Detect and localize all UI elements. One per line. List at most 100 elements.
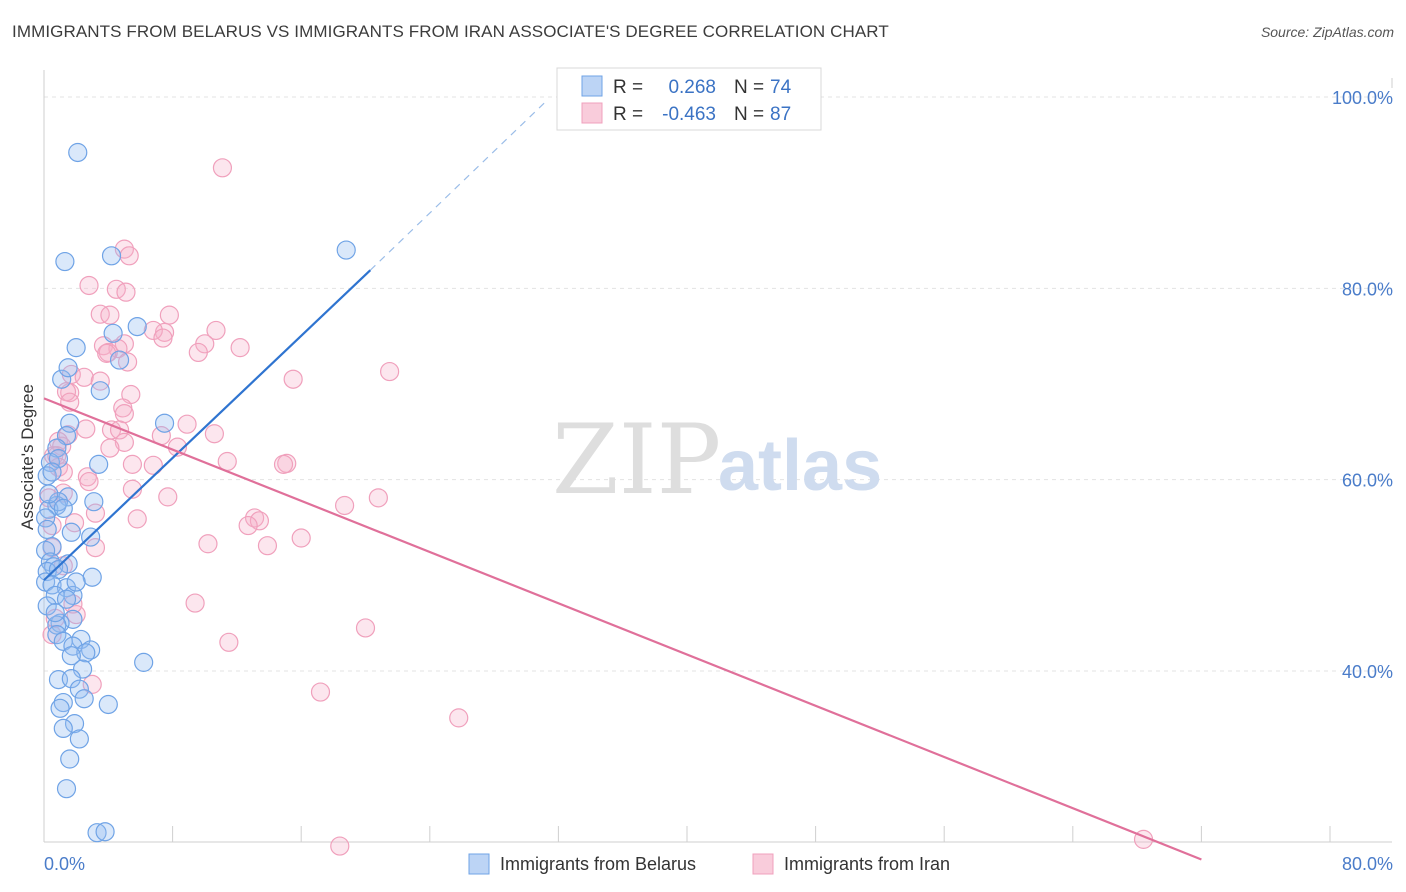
iran-point [56,382,77,402]
stats-legend: R = 0.268 N = 74 R = -0.463 N = 87 [556,67,822,131]
belarus-point [134,652,154,672]
trend-lines [43,101,1202,861]
belarus-point [101,246,122,266]
belarus-point [127,317,147,337]
belarus-trend-line [43,269,372,581]
iran-point [380,361,400,382]
iran-point [310,682,331,702]
watermark: ZIP atlas [552,404,882,516]
iran-point [153,328,173,348]
belarus-point [61,646,81,666]
legend-belarus-label: Immigrants from Belarus [500,854,696,874]
belarus-point [69,679,89,699]
iran-point [117,352,138,372]
iran-r-label: R = [613,104,643,125]
belarus-point [68,142,88,163]
belarus-r-label: R = [613,77,643,98]
iran-point [188,342,208,363]
source-label: Source: ZipAtlas.com [1260,24,1394,40]
iran-point [185,593,205,613]
belarus-point [82,567,102,587]
iran-point [119,246,139,266]
belarus-n-value: 74 [770,77,792,98]
belarus-point [109,350,130,370]
belarus-point [95,822,115,842]
belarus-point [89,454,109,474]
belarus-point [56,589,77,609]
belarus-point [58,554,78,574]
belarus-point [53,718,73,739]
belarus-point [87,823,107,843]
iran-point [85,537,106,558]
watermark-zip: ZIP [552,404,721,516]
y-axis-label: Associate's Degree [18,384,37,530]
iran-point [76,419,96,439]
belarus-point [84,492,104,512]
y-tick-label: 60.0% [1342,471,1393,491]
iran-point [177,414,197,434]
belarus-point [50,698,70,718]
iran-point [143,320,163,341]
iran-point [100,305,120,325]
iran-point [159,305,179,325]
belarus-point [55,251,75,272]
iran-n-value: 87 [770,104,791,125]
belarus-point [39,484,59,504]
belarus-point [66,572,86,592]
iran-point [114,404,134,424]
iran-legend-swatch [581,102,603,124]
belarus-points [36,142,356,843]
iran-point [122,479,143,499]
iran-point [204,424,224,444]
iran-point [98,342,118,363]
series-legend: Immigrants from Belarus Immigrants from … [468,853,950,875]
y-tick-label: 40.0% [1342,662,1393,682]
belarus-point [336,240,356,260]
belarus-point [69,729,89,749]
belarus-point [36,540,56,561]
belarus-point [60,413,80,433]
belarus-point [42,462,62,482]
belarus-point [154,413,175,433]
belarus-trend-extension [369,101,546,271]
iran-point [90,304,110,324]
belarus-point [90,381,110,401]
belarus-point [64,714,85,734]
iran-point [79,275,99,296]
iran-trend-line [43,397,1202,861]
belarus-legend-swatch [581,75,603,97]
iran-n-label: N = [734,104,764,125]
iran-point [230,338,250,358]
belarus-point [103,323,123,343]
belarus-point [50,613,70,633]
iran-point [100,438,120,458]
iran-point [330,836,350,856]
belarus-point [60,749,80,769]
iran-point [368,488,388,508]
x-tick-label-max: 80.0% [1342,854,1393,874]
iran-point [114,432,134,452]
belarus-point [61,669,81,689]
iran-point [355,618,376,638]
tick-labels: 40.0% 60.0% 80.0% 100.0% 0.0% 80.0% [44,88,1393,874]
belarus-point [61,522,81,542]
legend-belarus-swatch [468,853,490,875]
belarus-point [52,369,72,389]
iran-point [74,367,94,387]
legend-iran-swatch [752,853,774,875]
belarus-point [53,692,73,713]
belarus-point [53,631,73,651]
iran-point [143,455,163,475]
iran-point [283,369,303,389]
belarus-point [53,498,73,518]
iran-point [42,625,62,645]
belarus-point [37,596,57,616]
legend-iran-label: Immigrants from Iran [784,854,950,874]
belarus-point [37,519,57,540]
iran-point [122,454,143,474]
y-tick-label: 100.0% [1332,88,1393,108]
iran-r-value: -0.463 [662,104,716,125]
belarus-point [56,578,77,598]
grid-lines [44,96,1392,672]
